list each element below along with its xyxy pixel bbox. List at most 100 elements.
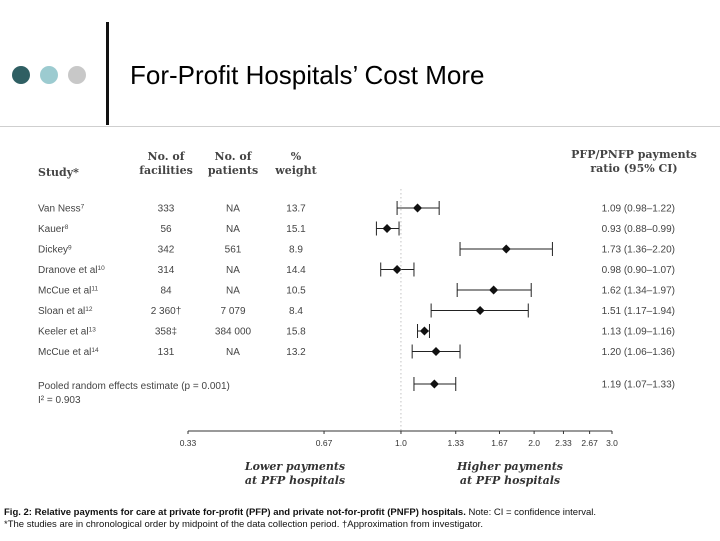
study-row: McCue et al14 131 NA 13.2 1.20 (1.06–1.36) bbox=[38, 344, 675, 359]
study-ref: 10 bbox=[97, 265, 105, 272]
pooled-label-1: Pooled random effects estimate (p = 0.00… bbox=[38, 381, 230, 392]
ratio-value: 1.13 (1.09–1.16) bbox=[602, 327, 675, 338]
facilities-value: 342 bbox=[158, 245, 175, 256]
facilities-value: 333 bbox=[158, 204, 175, 215]
study-row: Dickey9 342 561 8.9 1.73 (1.36–2.20) bbox=[38, 242, 675, 256]
x-axis: 0.33 0.67 1.0 1.33 1.67 2.0 2.33 2.67 3.0 bbox=[180, 189, 618, 448]
study-name: Dickey9 bbox=[38, 244, 72, 256]
patients-value: 561 bbox=[225, 245, 242, 256]
dot-dark bbox=[12, 66, 30, 84]
weight-value: 13.7 bbox=[286, 204, 306, 215]
lower-label-1: Lower payments bbox=[244, 460, 345, 473]
x-tick-label: 2.67 bbox=[581, 438, 598, 448]
forest-plot: Study* No. of facilities No. of patients… bbox=[38, 148, 697, 487]
study-row: Keeler et al13 358‡ 384 000 15.8 1.13 (1.09–… bbox=[38, 324, 675, 338]
ratio-value: 0.93 (0.88–0.99) bbox=[602, 224, 675, 235]
study-name: McCue et al11 bbox=[38, 285, 98, 297]
facilities-value: 84 bbox=[160, 286, 172, 297]
weight-value: 13.2 bbox=[286, 347, 306, 358]
ratio-value: 1.20 (1.06–1.36) bbox=[602, 347, 675, 358]
header-patients-1: No. of bbox=[215, 150, 253, 163]
header-ratio-1: PFP/PNFP payments bbox=[571, 148, 697, 161]
study-ref: 7 bbox=[81, 203, 85, 210]
study-name: Van Ness7 bbox=[38, 203, 85, 215]
dot-gray bbox=[68, 66, 86, 84]
study-row: Kauer8 56 NA 15.1 0.93 (0.88–0.99) bbox=[38, 221, 675, 236]
study-row: McCue et al11 84 NA 10.5 1.62 (1.34–1.97) bbox=[38, 283, 675, 297]
x-tick-label: 2.0 bbox=[528, 438, 540, 448]
facilities-value: 2 360† bbox=[151, 306, 182, 317]
header-facilities-1: No. of bbox=[148, 150, 186, 163]
caption-bold: Fig. 2: Relative payments for care at pr… bbox=[4, 507, 466, 518]
x-tick-label: 1.0 bbox=[395, 438, 407, 448]
study-estimate-marker bbox=[501, 244, 511, 254]
study-estimate-marker bbox=[431, 347, 441, 356]
higher-label-2: at PFP hospitals bbox=[460, 474, 560, 487]
study-name: McCue et al14 bbox=[38, 347, 99, 359]
patients-value: NA bbox=[226, 286, 240, 297]
ratio-value: 0.98 (0.90–1.07) bbox=[602, 265, 675, 276]
header-study: Study* bbox=[38, 166, 79, 179]
patients-value: NA bbox=[226, 265, 240, 276]
study-ref: 13 bbox=[89, 326, 97, 333]
dot-teal bbox=[40, 66, 58, 84]
caption-note: Note: CI = confidence interval. bbox=[465, 507, 597, 518]
header-weight-1: % bbox=[291, 150, 302, 163]
table-header: Study* No. of facilities No. of patients… bbox=[38, 148, 697, 179]
lower-label-2: at PFP hospitals bbox=[245, 474, 345, 487]
study-ref: 12 bbox=[85, 306, 93, 313]
x-tick-label: 1.67 bbox=[491, 438, 508, 448]
weight-value: 14.4 bbox=[286, 265, 306, 276]
facilities-value: 131 bbox=[158, 347, 175, 358]
study-name: Kauer8 bbox=[38, 224, 69, 236]
ratio-value: 1.51 (1.17–1.94) bbox=[602, 306, 675, 317]
weight-value: 15.1 bbox=[286, 224, 306, 235]
slide-title: For-Profit Hospitals’ Cost More bbox=[130, 60, 485, 90]
study-estimate-marker bbox=[392, 265, 402, 274]
facilities-value: 314 bbox=[158, 265, 175, 276]
patients-value: NA bbox=[226, 347, 240, 358]
higher-label-1: Higher payments bbox=[456, 460, 563, 473]
x-tick-label: 3.0 bbox=[606, 438, 618, 448]
study-row: Van Ness7 333 NA 13.7 1.09 (0.98–1.22) bbox=[38, 201, 675, 215]
study-rows: Van Ness7 333 NA 13.7 1.09 (0.98–1.22) Kauer8… bbox=[38, 201, 675, 359]
pooled-estimate-marker bbox=[429, 379, 439, 389]
study-estimate-marker bbox=[413, 203, 423, 213]
pooled-ratio-value: 1.19 (1.07–1.33) bbox=[602, 380, 675, 391]
direction-labels: Lower payments at PFP hospitals Higher p… bbox=[244, 460, 563, 487]
study-ref: 9 bbox=[68, 244, 72, 251]
study-name: Sloan et al12 bbox=[38, 306, 93, 318]
weight-value: 10.5 bbox=[286, 286, 306, 297]
decorative-dots bbox=[12, 64, 102, 86]
study-estimate-marker bbox=[489, 285, 499, 295]
ratio-value: 1.73 (1.36–2.20) bbox=[602, 245, 675, 256]
x-tick-label: 0.33 bbox=[180, 438, 197, 448]
patients-value: NA bbox=[226, 204, 240, 215]
pooled-label-2: I² = 0.903 bbox=[38, 395, 81, 406]
patients-value: NA bbox=[226, 224, 240, 235]
study-name: Keeler et al13 bbox=[38, 326, 96, 338]
patients-value: 384 000 bbox=[215, 327, 252, 338]
header-ratio-2: ratio (95% CI) bbox=[590, 162, 677, 175]
ratio-value: 1.62 (1.34–1.97) bbox=[602, 286, 675, 297]
caption-line-2: *The studies are in chronological order … bbox=[4, 519, 483, 530]
header-facilities-2: facilities bbox=[139, 164, 193, 177]
study-ref: 14 bbox=[91, 347, 99, 354]
facilities-value: 56 bbox=[160, 224, 172, 235]
x-tick-label: 1.33 bbox=[447, 438, 464, 448]
pooled-row: Pooled random effects estimate (p = 0.00… bbox=[38, 377, 675, 406]
study-name: Dranove et al10 bbox=[38, 265, 105, 277]
weight-value: 8.9 bbox=[289, 245, 303, 256]
patients-value: 7 079 bbox=[220, 306, 245, 317]
header-weight-2: weight bbox=[274, 164, 317, 177]
weight-value: 8.4 bbox=[289, 306, 303, 317]
study-estimate-marker bbox=[475, 306, 485, 315]
study-estimate-marker bbox=[419, 326, 429, 336]
figure-caption: Fig. 2: Relative payments for care at pr… bbox=[4, 507, 718, 531]
caption-line-1: Fig. 2: Relative payments for care at pr… bbox=[4, 507, 718, 519]
header-patients-2: patients bbox=[208, 164, 258, 177]
weight-value: 15.8 bbox=[286, 327, 306, 338]
study-row: Sloan et al12 2 360† 7 079 8.4 1.51 (1.17–1.… bbox=[38, 303, 675, 318]
forest-plot-figure: Study* No. of facilities No. of patients… bbox=[0, 126, 720, 541]
study-row: Dranove et al10 314 NA 14.4 0.98 (0.90–1.07) bbox=[38, 262, 675, 277]
